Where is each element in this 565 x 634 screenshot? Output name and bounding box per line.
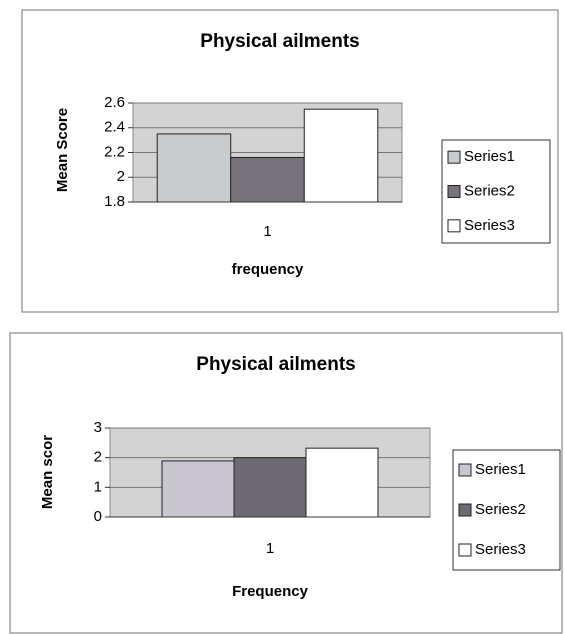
y-tick-label: 2 <box>94 449 102 466</box>
bar <box>230 156 305 203</box>
bar <box>161 460 235 518</box>
bar <box>233 457 307 518</box>
y-tick-label: 2.2 <box>104 143 125 160</box>
y-tick-label: 1.8 <box>104 193 125 210</box>
legend-label: Series3 <box>475 541 526 558</box>
y-tick-label: 2.6 <box>104 94 125 111</box>
legend-swatch <box>447 185 461 198</box>
y-tick-label: 2 <box>117 168 125 185</box>
bar <box>305 447 379 518</box>
y-tick-label: 3 <box>94 419 102 436</box>
legend-swatch <box>447 150 461 164</box>
x-tick-label: 1 <box>263 223 271 240</box>
y-tick-label: 2.4 <box>104 119 125 136</box>
legend-label: Series3 <box>464 217 515 234</box>
legend-swatch <box>458 543 472 557</box>
y-tick-label: 1 <box>94 478 102 495</box>
x-axis-title: Frequency <box>232 583 309 600</box>
bar <box>303 108 379 203</box>
bar <box>156 133 232 203</box>
legend-swatch <box>458 503 472 517</box>
legend-swatch <box>447 219 461 233</box>
legend-label: Series1 <box>475 461 526 478</box>
y-axis-title: Mean Score <box>54 108 71 192</box>
legend-swatch <box>458 463 472 477</box>
legend-label: Series2 <box>464 182 515 199</box>
legend-label: Series1 <box>464 148 515 165</box>
y-tick-label: 0 <box>94 508 102 525</box>
x-tick-label: 1 <box>266 540 274 557</box>
chart-title: Physical ailments <box>196 354 355 375</box>
legend-label: Series2 <box>475 501 526 518</box>
y-axis-title: Mean scor <box>39 435 56 509</box>
chart-title: Physical ailments <box>200 31 359 52</box>
x-axis-title: frequency <box>232 261 304 278</box>
